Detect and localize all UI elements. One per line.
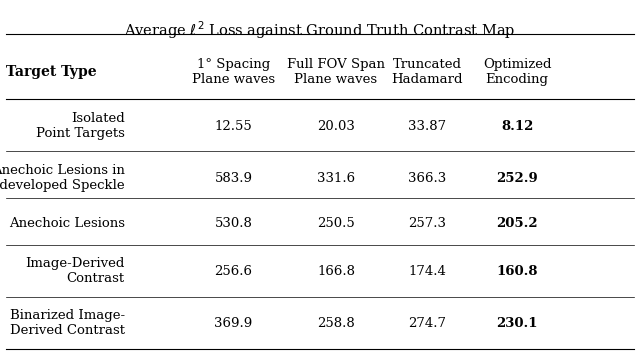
Text: Binarized Image-
Derived Contrast: Binarized Image- Derived Contrast (10, 309, 125, 337)
Text: 583.9: 583.9 (214, 172, 253, 185)
Text: 205.2: 205.2 (496, 217, 538, 230)
Text: 530.8: 530.8 (214, 217, 253, 230)
Text: 369.9: 369.9 (214, 317, 253, 330)
Text: 258.8: 258.8 (317, 317, 355, 330)
Text: Isolated
Point Targets: Isolated Point Targets (36, 112, 125, 140)
Text: Full FOV Span
Plane waves: Full FOV Span Plane waves (287, 58, 385, 86)
Text: 257.3: 257.3 (408, 217, 446, 230)
Text: 8.12: 8.12 (501, 120, 533, 133)
Text: 366.3: 366.3 (408, 172, 446, 185)
Text: 12.55: 12.55 (215, 120, 252, 133)
Text: 274.7: 274.7 (408, 317, 446, 330)
Text: 230.1: 230.1 (497, 317, 538, 330)
Text: 166.8: 166.8 (317, 265, 355, 278)
Text: 250.5: 250.5 (317, 217, 355, 230)
Text: 1° Spacing
Plane waves: 1° Spacing Plane waves (192, 58, 275, 86)
Text: 20.03: 20.03 (317, 120, 355, 133)
Text: 33.87: 33.87 (408, 120, 446, 133)
Text: Target Type: Target Type (6, 65, 97, 79)
Text: Image-Derived
Contrast: Image-Derived Contrast (26, 257, 125, 285)
Text: 331.6: 331.6 (317, 172, 355, 185)
Text: 174.4: 174.4 (408, 265, 446, 278)
Text: Anechoic Lesions in
Underdeveloped Speckle: Anechoic Lesions in Underdeveloped Speck… (0, 164, 125, 192)
Text: Anechoic Lesions: Anechoic Lesions (9, 217, 125, 230)
Text: 160.8: 160.8 (497, 265, 538, 278)
Text: Average $\ell^2$ Loss against Ground Truth Contrast Map: Average $\ell^2$ Loss against Ground Tru… (124, 20, 516, 41)
Text: 256.6: 256.6 (214, 265, 253, 278)
Text: 252.9: 252.9 (496, 172, 538, 185)
Text: Truncated
Hadamard: Truncated Hadamard (391, 58, 463, 86)
Text: Optimized
Encoding: Optimized Encoding (483, 58, 552, 86)
